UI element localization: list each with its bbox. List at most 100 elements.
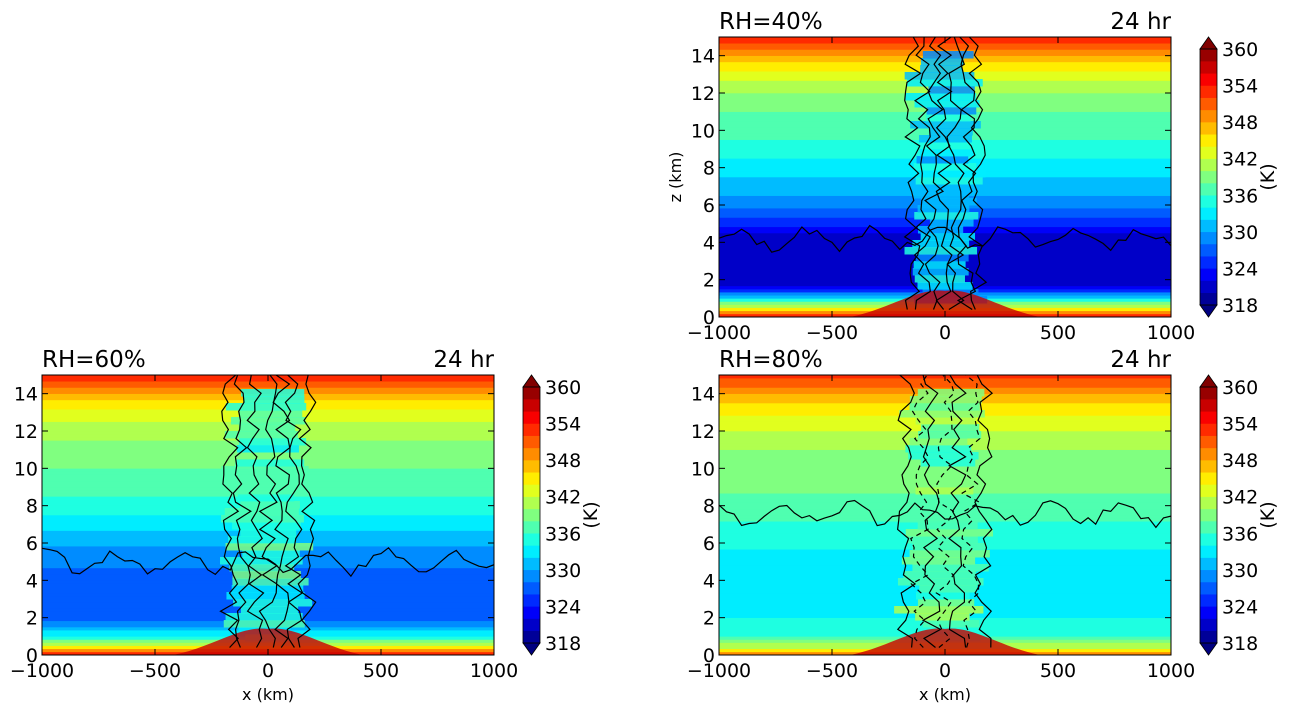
colorbar-level: [1200, 256, 1217, 269]
colorbar-level: [523, 447, 540, 461]
x-tick-label: 1000: [1147, 660, 1195, 682]
colorbar-level: [1200, 243, 1217, 257]
theta-band: [42, 384, 494, 388]
colorbar-extend-max: [1199, 36, 1218, 50]
contour-line: [246, 375, 265, 648]
colorbar-level: [1200, 447, 1217, 461]
colorbar-tick-label: 324: [1222, 258, 1258, 280]
colorbar-tick-label: 324: [545, 596, 581, 618]
core-cell: [916, 156, 969, 164]
theta-band: [42, 380, 494, 385]
contour-line: [946, 37, 966, 311]
colorbar-tick-label: 342: [1222, 149, 1258, 171]
colorbar-tick-label: 354: [1222, 76, 1258, 98]
colorbar-level: [1200, 158, 1217, 172]
core-cell: [221, 515, 304, 523]
core-cell: [908, 452, 979, 460]
colorbar-tick-label: 324: [1222, 596, 1258, 618]
panel-title-left: RH=40%: [719, 9, 823, 35]
core-cell: [904, 247, 978, 255]
colorbar-level: [1200, 508, 1217, 522]
core-cell: [232, 571, 301, 579]
colorbar-extend-min: [1199, 642, 1218, 656]
colorbar-frame: [1199, 48, 1218, 306]
core-cell: [912, 170, 986, 178]
contour-line: [956, 37, 977, 311]
core-cell: [905, 466, 988, 474]
core-cell: [899, 515, 987, 523]
panel-title-right: 24 hr: [1110, 9, 1171, 35]
core-cell: [925, 114, 971, 122]
core-cell: [229, 564, 295, 572]
core-cell: [920, 65, 963, 73]
colorbar-tick-label: 360: [1222, 39, 1258, 61]
colorbar-tick-label: 342: [1222, 487, 1258, 509]
colorbar-level: [1200, 569, 1217, 583]
colorbar-level: [1200, 581, 1217, 595]
y-tick-label: 0: [703, 645, 715, 667]
colorbar-level: [1200, 545, 1217, 558]
theta-field: [42, 375, 494, 655]
colorbar-level: [1200, 134, 1217, 147]
core-cell: [920, 233, 976, 241]
contour-line: [896, 375, 917, 648]
y-tick-label: 14: [691, 46, 715, 68]
core-cell: [242, 550, 300, 558]
core-cell: [237, 494, 295, 502]
colorbar: 318 324 330 336 342 348 354 360 (K): [1199, 36, 1279, 318]
y-tick-label: 12: [14, 421, 38, 443]
colorbar-level: [1200, 121, 1217, 135]
colorbar-level: [1200, 459, 1217, 473]
colorbar-level: [523, 496, 540, 510]
colorbar-tick-label: 336: [545, 523, 581, 545]
core-cell: [915, 254, 969, 262]
core-cell: [917, 205, 970, 213]
contour-line: [968, 37, 988, 310]
core-cell: [904, 72, 975, 80]
colorbar-level: [523, 423, 540, 436]
colorbar-level: [1200, 97, 1217, 111]
y-tick-label: 8: [703, 158, 715, 180]
contour-line: [948, 375, 967, 648]
y-tick-label: 6: [703, 533, 715, 555]
y-tick-label: 6: [703, 195, 715, 217]
core-cell: [919, 585, 978, 593]
core-cell: [230, 417, 306, 425]
colorbar-level: [523, 520, 540, 534]
core-cell: [917, 226, 964, 234]
core-cell: [228, 536, 297, 544]
contour-line: [924, 37, 945, 310]
colorbar-level: [523, 386, 540, 400]
colorbar-level: [1200, 435, 1217, 449]
core-cell: [929, 219, 974, 227]
colorbar-level: [1200, 170, 1217, 184]
core-cell: [912, 268, 969, 276]
core-cell: [912, 240, 970, 248]
core-cell: [915, 487, 974, 495]
warm-surface-layer: [850, 290, 1040, 317]
core-cell: [238, 424, 296, 432]
y-tick-label: 2: [26, 608, 38, 630]
y-tick-label: 14: [14, 384, 38, 406]
colorbar-tick-label: 330: [1222, 560, 1258, 582]
core-cell: [225, 613, 303, 621]
colorbar-level: [523, 581, 540, 595]
colorbar-level: [1200, 386, 1217, 400]
core-cell: [240, 529, 297, 537]
core-cell: [241, 389, 305, 397]
colorbar-level: [1200, 484, 1217, 497]
core-cell: [914, 212, 979, 220]
colorbar-extend-max: [1199, 374, 1218, 388]
y-tick-label: 10: [691, 120, 715, 142]
x-axis-label: x (km): [919, 685, 971, 704]
colorbar-level: [1200, 268, 1217, 281]
core-cell: [926, 107, 977, 115]
colorbar-level: [523, 606, 540, 619]
colorbar-level: [1200, 146, 1217, 159]
colorbar-tick-label: 342: [545, 487, 581, 509]
core-cell: [235, 480, 305, 488]
core-cell: [910, 508, 974, 516]
core-cell: [224, 431, 298, 439]
warm-surface-layer: [850, 628, 1040, 655]
